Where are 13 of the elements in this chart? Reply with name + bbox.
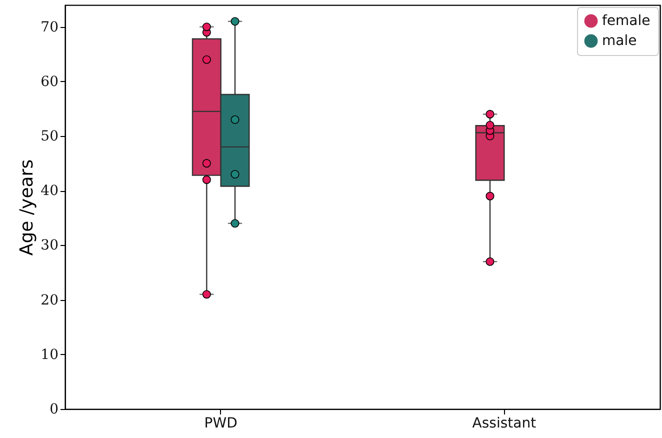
y-tick-label: 50 <box>40 128 58 145</box>
legend-label: female <box>602 13 650 29</box>
legend-label: male <box>602 33 637 49</box>
y-tick-label: 70 <box>40 19 58 36</box>
y-tick-label: 60 <box>40 74 58 90</box>
y-tick-label: 30 <box>40 238 58 254</box>
x-tick-label: Assistant <box>472 416 537 432</box>
y-tick-label: 20 <box>40 292 58 308</box>
y-axis-title: Age /years <box>16 159 38 256</box>
y-tick-label: 10 <box>40 346 58 363</box>
x-tick-label: PWD <box>204 416 238 432</box>
y-tick-label: 40 <box>40 183 58 200</box>
y-tick-label: 0 <box>50 402 58 418</box>
